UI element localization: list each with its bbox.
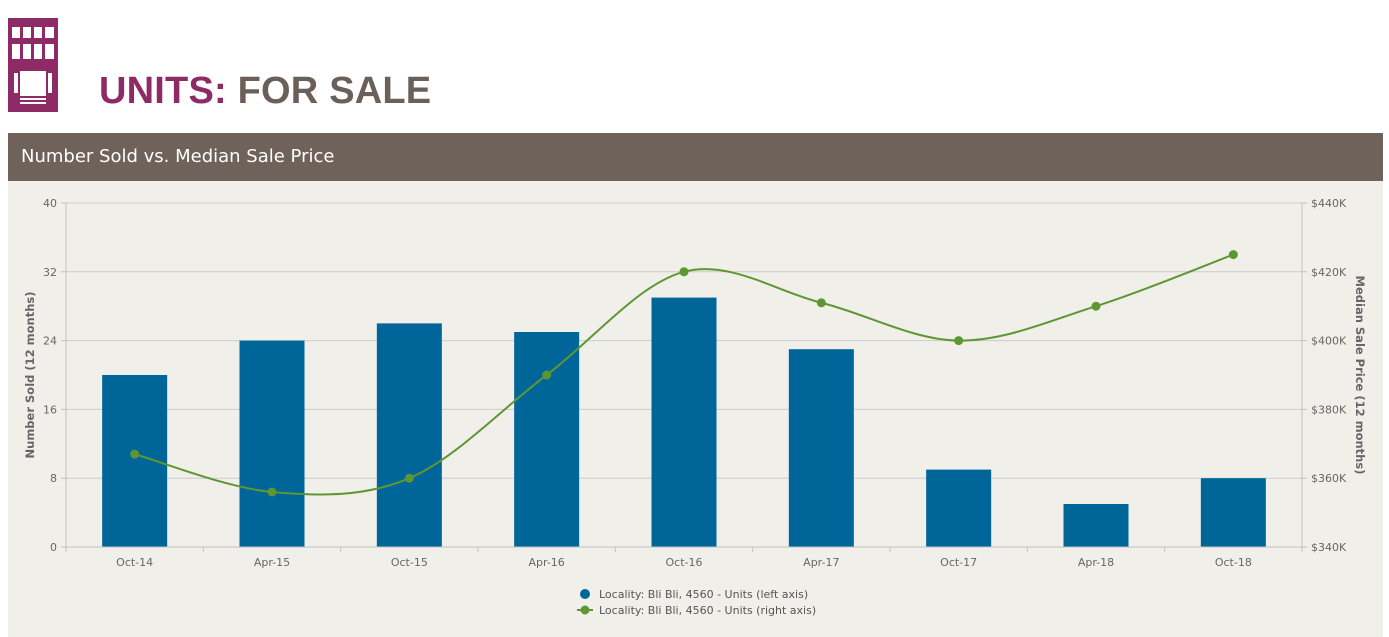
x-tick-label: Oct-15: [391, 556, 428, 569]
x-tick-label: Oct-14: [116, 556, 153, 569]
building-logo-icon: [8, 18, 58, 112]
x-tick-label: Apr-17: [803, 556, 839, 569]
price-point: [267, 487, 277, 497]
y-left-tick-label: 40: [43, 197, 57, 210]
section-header: Number Sold vs. Median Sale Price: [8, 133, 1383, 181]
bar: [1063, 504, 1129, 547]
page-title-category: UNITS:: [99, 70, 227, 112]
price-point: [954, 336, 964, 346]
y-right-tick-label: $440K: [1311, 197, 1347, 210]
price-point: [404, 473, 414, 483]
bar: [376, 323, 442, 547]
y-right-tick-label: $360K: [1311, 472, 1347, 485]
price-point: [1091, 301, 1101, 311]
y-left-tick-label: 16: [43, 403, 57, 416]
y-left-tick-label: 0: [50, 541, 57, 554]
legend-line-marker: [580, 605, 590, 615]
x-tick-label: Oct-16: [666, 556, 703, 569]
legend-line-label: Locality: Bli Bli, 4560 - Units (right a…: [599, 604, 816, 617]
legend-bar-marker: [580, 589, 590, 599]
bar: [926, 469, 992, 547]
bar: [1200, 478, 1266, 547]
y-right-axis-title: Median Sale Price (12 months): [1353, 276, 1367, 475]
y-left-tick-label: 32: [43, 266, 57, 279]
x-tick-label: Apr-16: [529, 556, 565, 569]
bar: [788, 349, 854, 547]
x-tick-label: Apr-15: [254, 556, 290, 569]
chart-title: Number Sold vs. Median Sale Price: [21, 146, 335, 167]
combo-chart: 0 8 16 24 32 40 $340K $360K $380K $400K $420K $440K…: [23, 197, 1367, 617]
price-point: [679, 267, 689, 277]
bar: [239, 340, 305, 547]
bar: [651, 297, 717, 547]
y-left-tick-label: 8: [50, 472, 57, 485]
price-point: [1228, 250, 1238, 260]
x-tick-label: Oct-17: [940, 556, 977, 569]
legend-bar-label: Locality: Bli Bli, 4560 - Units (left ax…: [599, 588, 808, 601]
x-tick-label: Apr-18: [1078, 556, 1114, 569]
price-point: [542, 370, 552, 380]
page-title: UNITS: FOR SALE: [99, 70, 431, 113]
bar: [514, 332, 580, 547]
price-point: [130, 449, 140, 459]
y-right-tick-label: $380K: [1311, 403, 1347, 416]
y-right-tick-label: $420K: [1311, 266, 1347, 279]
y-left-axis-title: Number Sold (12 months): [23, 292, 37, 459]
y-right-tick-label: $340K: [1311, 541, 1347, 554]
chart-panel: 0 8 16 24 32 40 $340K $360K $380K $400K $420K $440K…: [8, 181, 1383, 637]
price-point: [816, 298, 826, 308]
page-title-subtitle: FOR SALE: [237, 70, 432, 112]
x-tick-label: Oct-18: [1215, 556, 1252, 569]
y-right-tick-label: $400K: [1311, 335, 1347, 348]
y-left-tick-label: 24: [43, 335, 57, 348]
